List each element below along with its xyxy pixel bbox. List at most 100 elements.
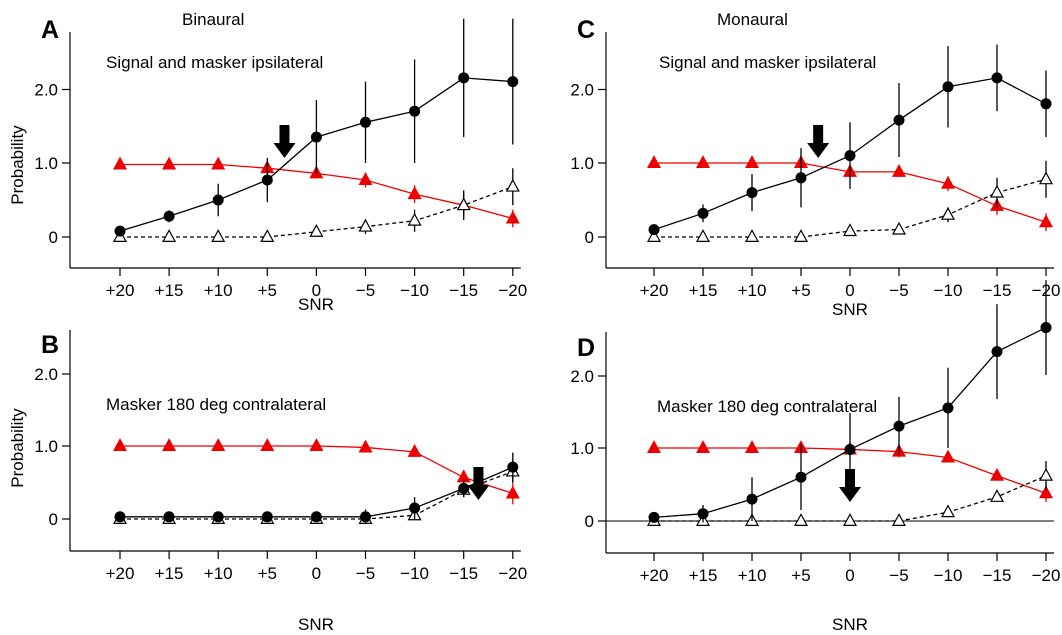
- data-point: [114, 511, 126, 523]
- data-point: [309, 438, 324, 451]
- x-tick-label: +15: [689, 281, 718, 300]
- y-tick-label: 0: [585, 512, 594, 531]
- panel-annotation: Masker 180 deg contralateral: [657, 397, 877, 416]
- data-point: [1038, 171, 1054, 185]
- data-point: [795, 172, 807, 184]
- arrow-marker: [807, 125, 830, 158]
- data-point: [456, 197, 471, 211]
- data-point: [163, 210, 175, 222]
- data-point: [793, 513, 809, 527]
- data-point: [893, 420, 905, 432]
- x-tick-label: −20: [498, 281, 527, 300]
- series-filled-circle-black: [648, 44, 1052, 236]
- x-tick-label: −5: [889, 566, 908, 585]
- data-point: [1038, 467, 1054, 481]
- arrow-marker: [839, 469, 861, 502]
- data-point: [991, 72, 1003, 84]
- data-point: [891, 164, 907, 177]
- data-point: [162, 156, 177, 170]
- x-tick-label: +5: [258, 281, 277, 300]
- y-tick-label: 1.0: [34, 154, 58, 173]
- panel-annotation: Signal and masker ipsilateral: [659, 53, 876, 72]
- data-point: [505, 178, 520, 192]
- y-tick-label: 2.0: [34, 81, 58, 100]
- data-point: [407, 212, 422, 226]
- x-tick-label: −15: [449, 564, 478, 583]
- panel-header: Monaural: [717, 10, 788, 29]
- panel-header: Binaural: [182, 10, 244, 29]
- x-tick-label: −5: [889, 281, 908, 300]
- data-point: [744, 440, 760, 453]
- data-point: [360, 511, 371, 523]
- data-point: [505, 210, 520, 224]
- data-point: [112, 156, 128, 170]
- x-tick-label: +5: [791, 281, 810, 300]
- data-point: [212, 194, 224, 206]
- data-point: [746, 493, 758, 505]
- x-tick-label: −10: [400, 564, 429, 583]
- series-filled-circle-black: [648, 280, 1052, 523]
- data-point: [842, 513, 858, 527]
- panel-annotation: Masker 180 deg contralateral: [106, 395, 326, 414]
- data-point: [458, 482, 470, 494]
- x-tick-label: +5: [791, 566, 810, 585]
- data-point: [112, 438, 128, 451]
- data-point: [162, 229, 177, 242]
- data-point: [842, 223, 858, 237]
- data-point: [646, 440, 662, 453]
- data-point: [1040, 98, 1052, 110]
- data-point: [746, 187, 758, 199]
- data-point: [695, 155, 711, 168]
- data-point: [358, 172, 373, 186]
- data-point: [940, 504, 956, 518]
- chart-panel-d: D Masker 180 deg contralateral 0 1.0 2.0 +20 +…: [570, 280, 1060, 634]
- data-point: [893, 114, 905, 126]
- data-point: [261, 174, 273, 186]
- panel-annotation: Signal and masker ipsilateral: [106, 53, 323, 72]
- x-tick-label: 0: [845, 281, 854, 300]
- y-axis-label: Probability: [8, 408, 27, 488]
- x-axis-label: SNR: [298, 295, 334, 314]
- y-axis-label: Probability: [8, 125, 27, 205]
- y-tick-label: 2.0: [570, 367, 594, 386]
- data-point: [162, 438, 177, 451]
- x-tick-label: +20: [640, 566, 669, 585]
- data-point: [1040, 322, 1052, 334]
- data-point: [940, 206, 956, 220]
- series-filled-triangle-red: [112, 438, 520, 505]
- x-tick-label: 0: [845, 566, 854, 585]
- data-point: [407, 186, 422, 200]
- x-tick-label: −5: [356, 564, 375, 583]
- y-tick-label: 0: [49, 510, 58, 529]
- data-point: [358, 218, 373, 232]
- data-point: [360, 116, 371, 128]
- data-point: [991, 346, 1003, 358]
- x-axis-label: SNR: [832, 300, 868, 319]
- series-filled-circle-black: [114, 452, 519, 525]
- data-point: [942, 81, 954, 93]
- x-tick-label: +5: [258, 564, 277, 583]
- x-tick-label: +20: [640, 281, 669, 300]
- x-tick-label: −10: [934, 566, 963, 585]
- x-axis-label: SNR: [298, 615, 334, 634]
- data-point: [507, 461, 519, 473]
- data-point: [211, 229, 226, 242]
- y-tick-label: 1.0: [570, 154, 594, 173]
- x-tick-label: +15: [155, 281, 184, 300]
- data-point: [891, 513, 907, 527]
- x-tick-label: −15: [983, 566, 1012, 585]
- data-point: [744, 155, 760, 168]
- x-tick-label: −10: [400, 281, 429, 300]
- y-tick-label: 0: [585, 228, 594, 247]
- panel-letter: C: [577, 16, 595, 44]
- panel-letter: A: [41, 16, 59, 44]
- x-tick-label: +10: [204, 564, 233, 583]
- x-tick-label: +20: [106, 564, 135, 583]
- arrow-marker: [273, 125, 296, 158]
- x-axis-label: SNR: [832, 615, 868, 634]
- series-open-triangle-dashed: [112, 168, 520, 242]
- series-open-triangle-dashed: [646, 160, 1054, 242]
- data-point: [646, 155, 662, 168]
- x-tick-label: +10: [738, 281, 767, 300]
